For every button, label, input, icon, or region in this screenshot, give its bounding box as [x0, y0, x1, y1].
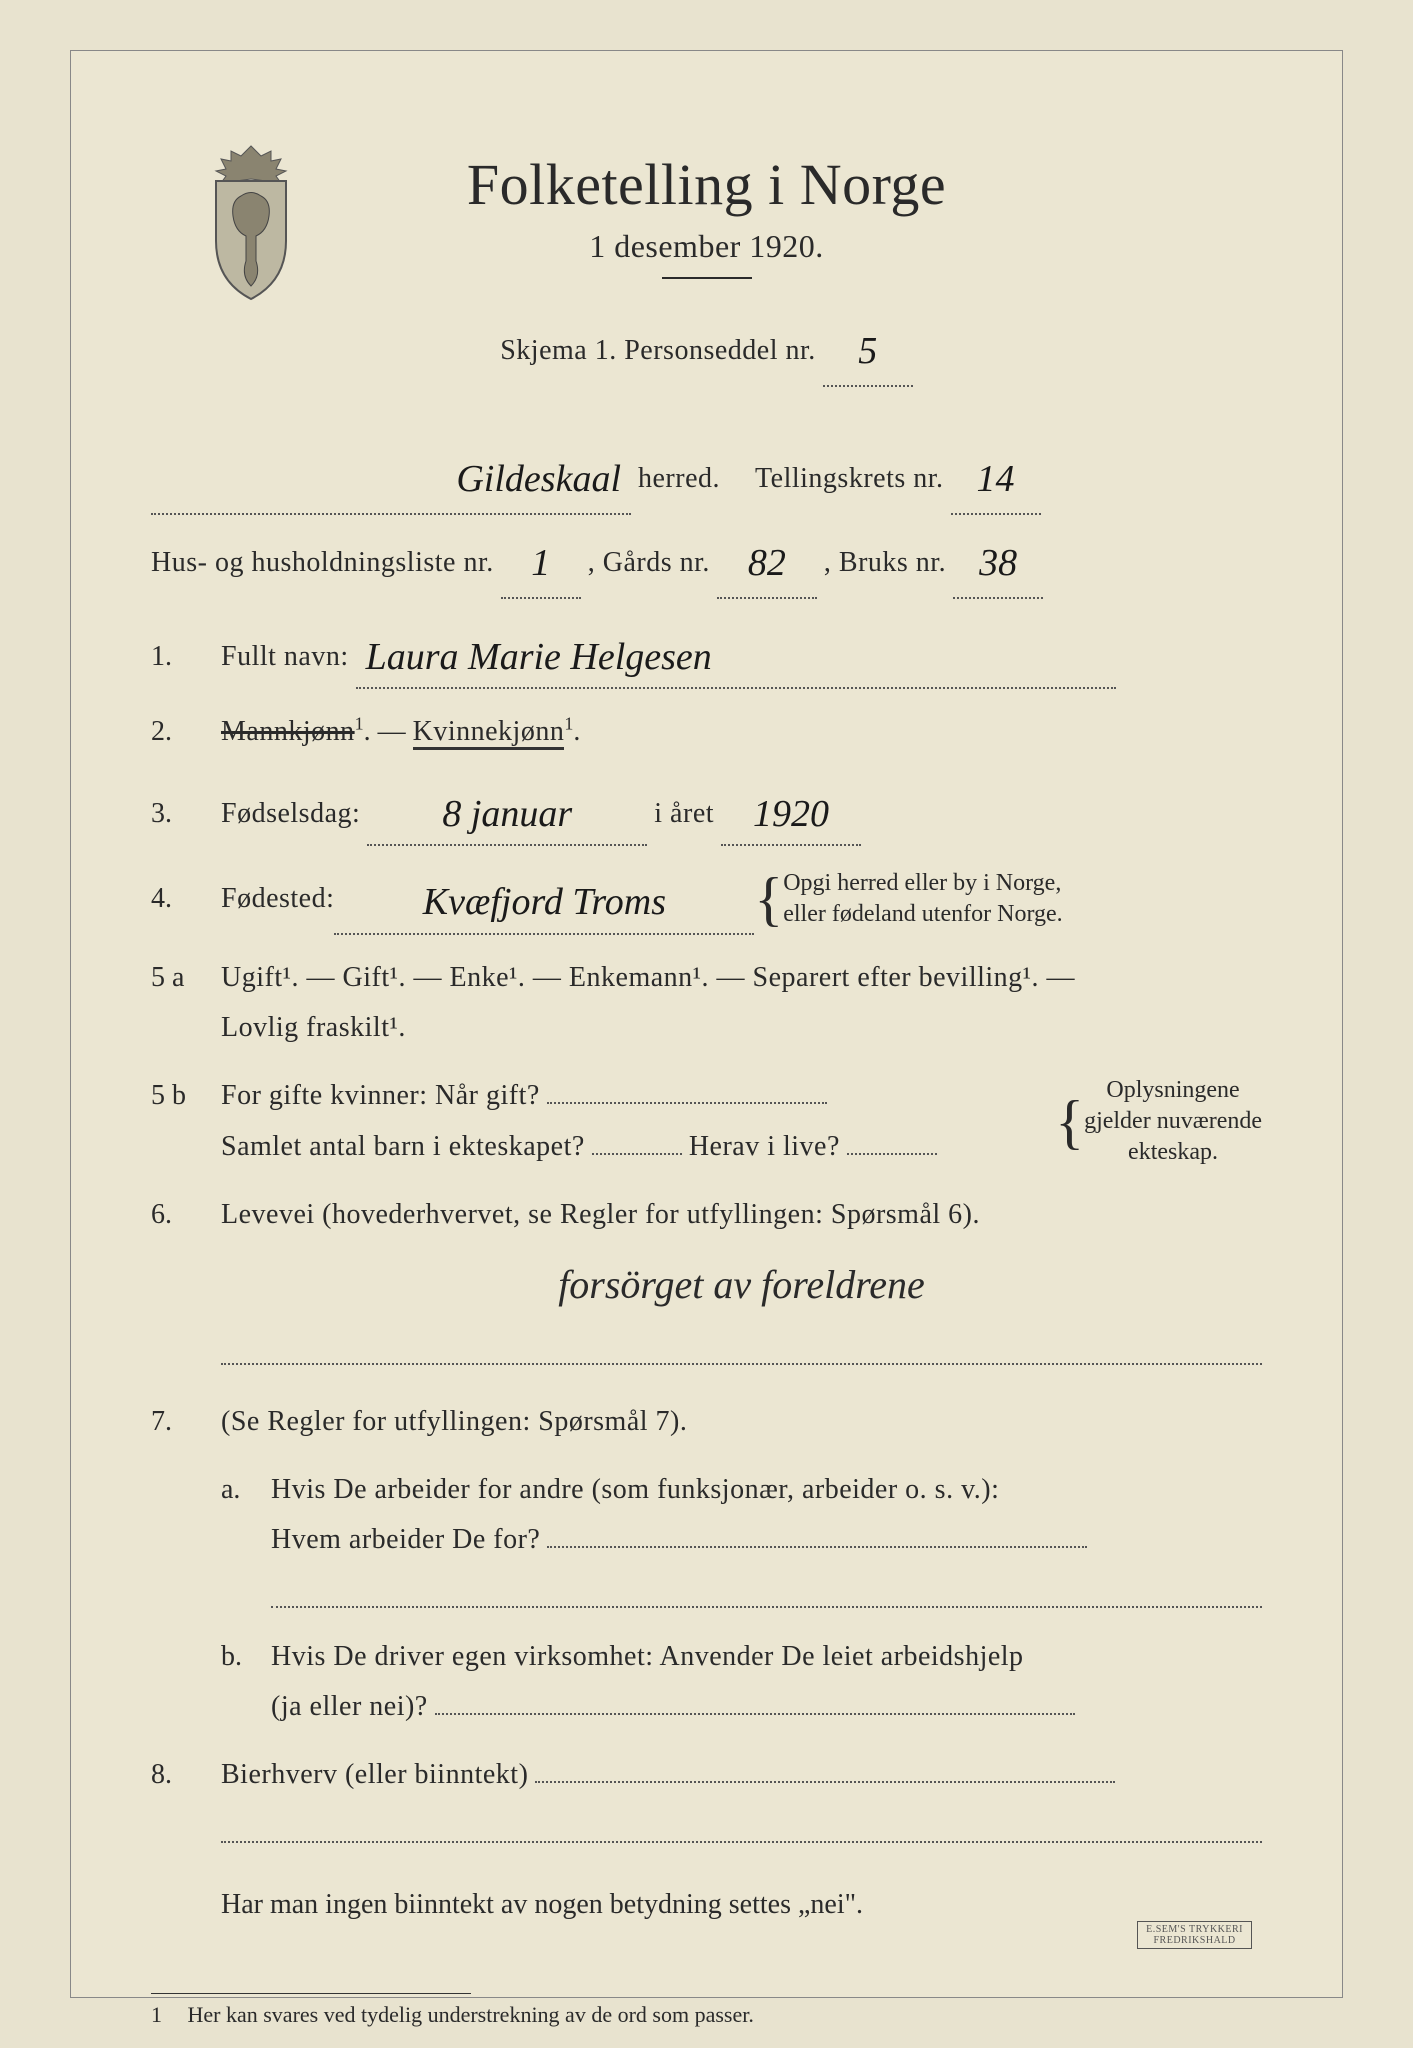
- q4-row: 4. Fødested: Kvæfjord Troms { Opgi herre…: [151, 864, 1262, 934]
- form-subtitle: 1 desember 1920.: [151, 228, 1262, 265]
- footnote: 1 Her kan svares ved tydelig understrekn…: [151, 2002, 1262, 2028]
- personseddel-label: Skjema 1. Personseddel nr.: [500, 335, 816, 366]
- gards-value: 82: [748, 542, 786, 584]
- q5b-row: 5 b For gifte kvinner: Når gift? Samlet …: [151, 1071, 1262, 1172]
- q8-label: Bierhverv (eller biinntekt): [221, 1759, 528, 1790]
- brace-icon: {: [754, 884, 783, 914]
- krets-label: Tellingskrets nr.: [755, 463, 944, 494]
- q7b-text1: Hvis De driver egen virksomhet: Anvender…: [271, 1641, 1024, 1672]
- gards-label: , Gårds nr.: [588, 547, 710, 578]
- bruks-label: , Bruks nr.: [824, 547, 946, 578]
- blank-line: [221, 1807, 1262, 1843]
- q7a-num: a.: [221, 1465, 271, 1622]
- header-divider: [662, 277, 752, 279]
- q8-row: 8. Bierhverv (eller biinntekt): [151, 1750, 1262, 1856]
- brace-icon: {: [1055, 1107, 1084, 1137]
- bottom-note: Har man ingen biinntekt av nogen betydni…: [221, 1877, 1262, 1933]
- q5b-l2b: Herav i live?: [689, 1131, 840, 1162]
- herred-line: Gildeskaal herred. Tellingskrets nr. 14: [151, 437, 1262, 515]
- q5b-note: Oplysningene gjelder nuværende ekteskap.: [1084, 1075, 1262, 1169]
- form-title: Folketelling i Norge: [151, 151, 1262, 218]
- q6-num: 6.: [151, 1199, 221, 1231]
- q3-row: 3. Fødselsdag: 8 januar i året 1920: [151, 776, 1262, 846]
- q6-row: 6. Levevei (hovederhvervet, se Regler fo…: [151, 1190, 1262, 1378]
- q5a-num: 5 a: [151, 962, 221, 994]
- q8-num: 8.: [151, 1759, 221, 1791]
- q5a-text2: Lovlig fraskilt¹.: [221, 1012, 406, 1043]
- q2-row: 2. Mannkjønn1. — Kvinnekjønn1.: [151, 707, 1262, 757]
- herred-label: herred.: [638, 463, 720, 494]
- q7-label: (Se Regler for utfyllingen: Spørsmål 7).: [221, 1406, 687, 1437]
- q2-num: 2.: [151, 716, 221, 748]
- q3-mid: i året: [654, 798, 714, 829]
- printer-stamp: E.SEM'S TRYKKERI FREDRIKSHALD: [1137, 1921, 1252, 1949]
- q5a-row: 5 a Ugift¹. — Gift¹. — Enke¹. — Enkemann…: [151, 953, 1262, 1054]
- q6-value: forsörget av foreldrene: [221, 1249, 1262, 1321]
- personseddel-line: Skjema 1. Personseddel nr. 5: [151, 309, 1262, 387]
- q4-label: Fødested:: [221, 874, 334, 924]
- q4-value: Kvæfjord Troms: [423, 881, 666, 923]
- q3-label: Fødselsdag:: [221, 798, 360, 829]
- q2-opt2: Kvinnekjønn: [413, 716, 565, 750]
- hus-value: 1: [531, 542, 550, 584]
- coat-of-arms-icon: [191, 141, 311, 301]
- q7-row: 7. (Se Regler for utfyllingen: Spørsmål …: [151, 1397, 1262, 1733]
- q7a-text2: Hvem arbeider De for?: [271, 1524, 540, 1555]
- q4-num: 4.: [151, 883, 221, 915]
- q1-value: Laura Marie Helgesen: [366, 636, 712, 678]
- form-header: Folketelling i Norge 1 desember 1920. Sk…: [151, 151, 1262, 387]
- q1-label: Fullt navn:: [221, 641, 349, 672]
- q5a-text: Ugift¹. — Gift¹. — Enke¹. — Enkemann¹. —…: [221, 962, 1075, 993]
- q3-value1: 8 januar: [442, 793, 572, 835]
- q3-num: 3.: [151, 798, 221, 830]
- personseddel-value: 5: [858, 330, 877, 372]
- q5b-l1a: For gifte kvinner: Når gift?: [221, 1080, 540, 1111]
- hus-label: Hus- og husholdningsliste nr.: [151, 547, 494, 578]
- q4-note: Opgi herred eller by i Norge, eller føde…: [783, 868, 1062, 930]
- blank-line: [221, 1329, 1262, 1365]
- q5b-l2a: Samlet antal barn i ekteskapet?: [221, 1131, 585, 1162]
- q7b-num: b.: [221, 1632, 271, 1733]
- census-form-page: Folketelling i Norge 1 desember 1920. Sk…: [70, 50, 1343, 1998]
- q7a-text1: Hvis De arbeider for andre (som funksjon…: [271, 1474, 999, 1505]
- q7-num: 7.: [151, 1406, 221, 1438]
- q1-num: 1.: [151, 641, 221, 673]
- q5b-num: 5 b: [151, 1080, 221, 1112]
- blank-line: [271, 1572, 1262, 1608]
- krets-value: 14: [977, 458, 1015, 500]
- footnote-rule: [151, 1993, 471, 1994]
- q1-row: 1. Fullt navn: Laura Marie Helgesen: [151, 619, 1262, 689]
- q7b-text2: (ja eller nei)?: [271, 1691, 428, 1722]
- bruks-value: 38: [979, 542, 1017, 584]
- herred-value: Gildeskaal: [456, 458, 621, 500]
- q2-opt1: Mannkjønn: [221, 716, 355, 747]
- husliste-line: Hus- og husholdningsliste nr. 1 , Gårds …: [151, 521, 1262, 599]
- q6-label: Levevei (hovederhvervet, se Regler for u…: [221, 1199, 980, 1230]
- q3-value2: 1920: [753, 793, 829, 835]
